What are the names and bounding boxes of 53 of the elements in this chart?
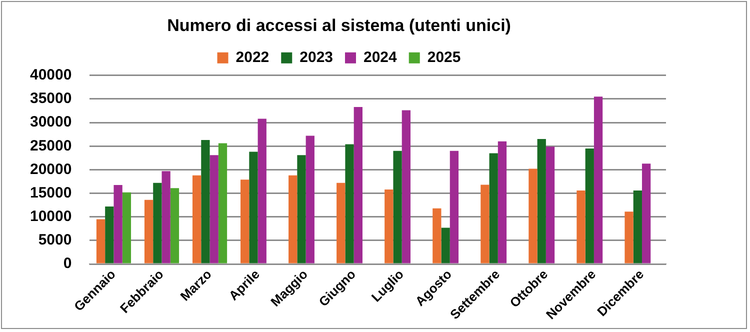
y-tick-label: 5000	[38, 232, 72, 249]
chart-title: Numero di accessi al sistema (utenti unici)	[167, 16, 511, 35]
bar	[498, 141, 507, 264]
bar	[96, 219, 106, 264]
bar	[122, 192, 132, 264]
bar	[218, 143, 228, 264]
bar	[144, 200, 154, 264]
bar	[192, 175, 202, 264]
legend-label: 2024	[364, 49, 398, 66]
bar	[354, 106, 362, 264]
bar	[402, 110, 411, 264]
bar	[249, 152, 258, 264]
bar	[240, 180, 250, 264]
bar	[585, 148, 594, 264]
legend-label: 2023	[300, 49, 334, 66]
bar	[345, 144, 354, 264]
y-tick-label: 20000	[30, 160, 72, 178]
bar	[306, 136, 314, 264]
legend-label: 2025	[427, 49, 461, 66]
y-tick-label: 35000	[30, 90, 72, 108]
bar	[393, 150, 402, 264]
y-tick-label: 40000	[30, 66, 72, 84]
bar	[114, 185, 122, 264]
bar	[210, 155, 218, 264]
y-tick-label: 10000	[30, 208, 72, 225]
y-tick-label: 30000	[30, 114, 72, 131]
bar	[537, 139, 546, 264]
bar	[288, 175, 298, 264]
y-tick-label: 0	[63, 255, 72, 272]
bar	[450, 150, 459, 264]
bar	[432, 208, 442, 264]
bar	[384, 190, 394, 264]
bar	[624, 212, 634, 264]
bar	[528, 168, 538, 264]
bar	[153, 182, 162, 264]
bar	[594, 96, 603, 264]
y-tick-label: 15000	[30, 184, 72, 202]
bar	[170, 188, 180, 264]
bar	[258, 118, 266, 264]
y-tick-label: 25000	[30, 137, 72, 154]
bar	[642, 164, 651, 264]
bar	[201, 140, 210, 264]
bar	[633, 190, 642, 264]
legend-label: 2022	[236, 49, 270, 66]
bar	[489, 153, 498, 264]
bar	[336, 182, 346, 264]
bar	[105, 206, 114, 264]
bar	[441, 228, 450, 264]
bar	[546, 146, 555, 264]
bar	[297, 155, 306, 264]
bar	[576, 190, 586, 264]
bar	[480, 184, 490, 264]
bar	[162, 171, 170, 264]
